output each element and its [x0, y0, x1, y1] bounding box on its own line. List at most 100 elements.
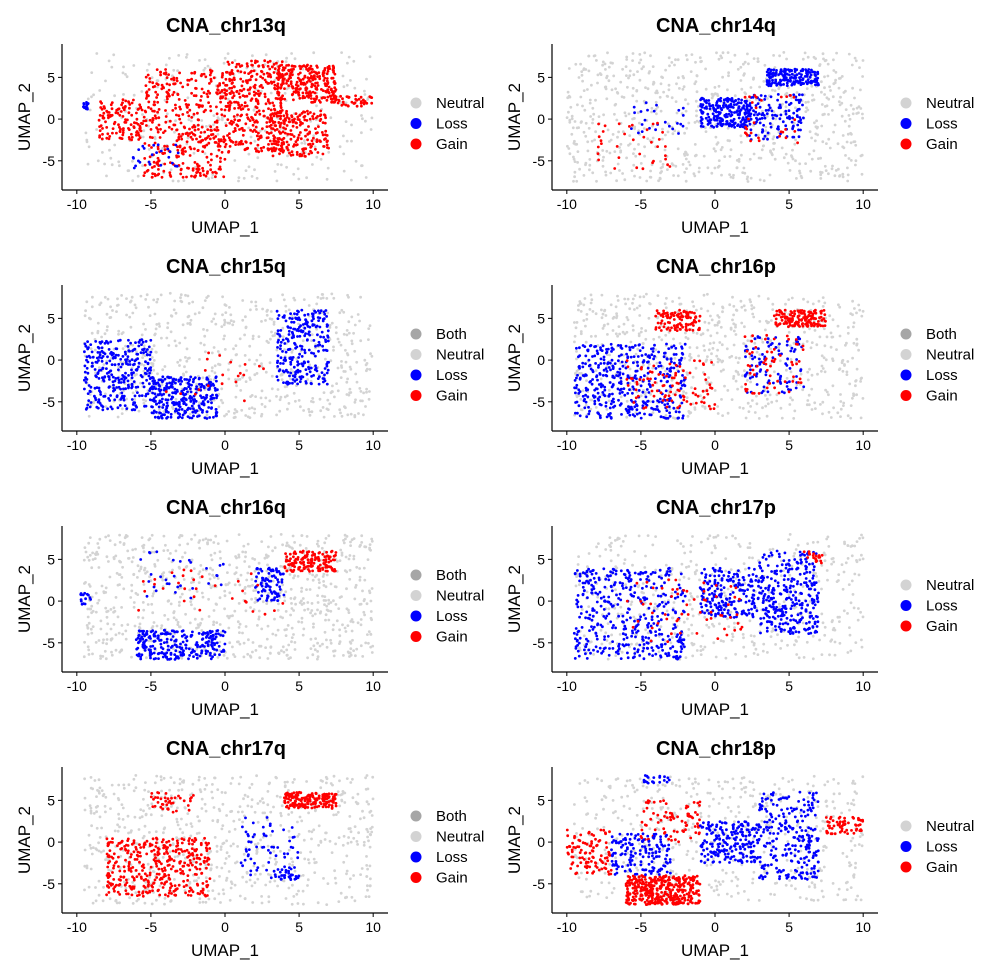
point-loss	[147, 345, 151, 349]
point-gain	[273, 67, 277, 71]
point-neutral	[237, 179, 240, 183]
point-gain	[177, 98, 181, 101]
point-gain	[138, 126, 142, 130]
point-gain	[156, 130, 160, 134]
point-neutral	[728, 155, 732, 158]
point-loss	[120, 396, 124, 399]
point-gain	[225, 89, 229, 93]
point-neutral	[739, 134, 743, 138]
point-neutral	[341, 74, 345, 78]
point-gain	[630, 123, 634, 127]
point-gain	[239, 70, 243, 74]
point-loss	[177, 408, 181, 412]
point-gain	[267, 147, 271, 151]
point-neutral	[117, 329, 121, 333]
point-neutral	[348, 387, 352, 391]
point-gain	[263, 59, 267, 63]
point-neutral	[345, 83, 349, 87]
point-neutral	[142, 322, 146, 326]
point-neutral	[638, 314, 642, 317]
point-loss	[90, 365, 94, 368]
point-gain	[262, 72, 266, 76]
point-loss	[765, 79, 769, 82]
point-neutral	[793, 409, 797, 413]
point-neutral	[103, 162, 106, 166]
point-neutral	[748, 157, 752, 161]
point-neutral	[300, 141, 304, 145]
point-neutral	[666, 95, 670, 98]
point-neutral	[745, 177, 749, 181]
point-neutral	[348, 365, 352, 369]
point-neutral	[342, 85, 346, 89]
point-neutral	[681, 163, 685, 166]
point-loss	[768, 122, 772, 125]
point-neutral	[120, 294, 123, 297]
point-neutral	[107, 59, 111, 63]
point-gain	[144, 84, 148, 87]
point-neutral	[591, 310, 595, 313]
point-gain	[143, 109, 147, 113]
point-neutral	[695, 109, 698, 113]
point-gain	[237, 143, 240, 146]
point-gain	[656, 121, 659, 125]
point-gain	[135, 111, 138, 115]
point-gain	[270, 126, 273, 130]
point-gain	[164, 390, 168, 393]
point-loss	[119, 365, 123, 369]
point-neutral	[731, 318, 734, 322]
point-gain	[292, 90, 296, 94]
point-loss	[283, 314, 286, 318]
point-gain	[168, 171, 172, 175]
point-neutral	[726, 139, 730, 142]
point-neutral	[268, 399, 272, 403]
point-neutral	[106, 325, 109, 329]
point-neutral	[743, 171, 747, 175]
point-gain	[156, 93, 160, 97]
point-loss	[150, 153, 154, 157]
point-neutral	[567, 147, 571, 150]
point-neutral	[582, 303, 586, 307]
point-gain	[130, 132, 133, 136]
point-neutral	[729, 175, 733, 179]
point-neutral	[132, 64, 136, 67]
point-gain	[106, 114, 110, 117]
point-neutral	[846, 173, 850, 177]
point-loss	[154, 395, 158, 398]
point-loss	[123, 375, 126, 378]
point-neutral	[342, 310, 346, 314]
point-neutral	[637, 143, 640, 146]
point-neutral	[806, 55, 810, 59]
point-neutral	[708, 342, 712, 345]
point-neutral	[714, 92, 717, 95]
point-gain	[283, 122, 286, 126]
point-neutral	[631, 86, 635, 90]
point-neutral	[98, 366, 101, 369]
point-loss	[166, 398, 170, 402]
point-loss	[132, 156, 135, 160]
point-neutral	[820, 80, 823, 84]
point-loss	[795, 68, 799, 72]
point-neutral	[588, 158, 592, 161]
point-loss	[770, 109, 774, 113]
point-loss	[787, 109, 791, 112]
point-gain	[228, 107, 231, 111]
point-neutral	[269, 299, 273, 302]
point-neutral	[591, 171, 595, 175]
point-neutral	[715, 51, 718, 55]
point-loss	[770, 82, 773, 86]
point-loss	[107, 375, 111, 379]
point-loss	[284, 319, 288, 323]
point-neutral	[667, 88, 671, 92]
point-neutral	[130, 295, 134, 299]
point-neutral	[612, 74, 616, 78]
point-neutral	[145, 293, 149, 297]
point-neutral	[704, 130, 708, 134]
point-loss	[166, 415, 170, 419]
point-gain	[279, 104, 283, 108]
point-gain	[333, 94, 337, 98]
point-neutral	[261, 307, 264, 311]
point-neutral	[339, 411, 342, 415]
point-neutral	[820, 90, 823, 94]
point-neutral	[743, 91, 747, 94]
point-loss	[748, 108, 752, 112]
